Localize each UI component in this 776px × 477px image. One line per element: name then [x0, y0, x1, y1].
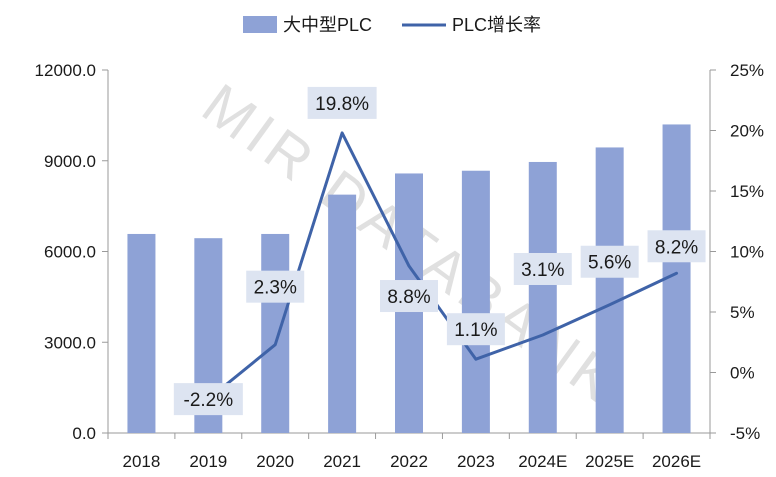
legend-line-label: PLC增长率 [452, 15, 541, 35]
data-label-box [380, 280, 438, 313]
data-label: 19.8% [315, 94, 369, 115]
data-label: 8.8% [387, 287, 430, 308]
data-label: 3.1% [521, 260, 564, 281]
y-right-tick-label: 0% [730, 364, 755, 383]
y-right-tick-label: 10% [730, 243, 764, 262]
x-tick-label: 2020 [256, 452, 294, 471]
y-right-tick-label: 20% [730, 122, 764, 141]
bar-series [127, 124, 691, 434]
y-left-tick-label: 9000.0 [44, 152, 96, 171]
y-left-tick-label: 0.0 [72, 424, 96, 443]
x-tick-label: 2021 [323, 452, 361, 471]
legend-bar-swatch [243, 16, 277, 33]
y-left-tick-label: 3000.0 [44, 333, 96, 352]
data-label-box [173, 383, 243, 416]
legend-bar-label: 大中型PLC [283, 15, 372, 35]
y-right-tick-label: 25% [730, 61, 764, 80]
y-left-tick-label: 6000.0 [44, 243, 96, 262]
bar [261, 233, 290, 433]
data-label: 2.3% [254, 278, 297, 299]
growth-line [206, 131, 679, 401]
x-tick-label: 2024E [518, 452, 567, 471]
x-tick-label: 2019 [189, 452, 227, 471]
data-label: 5.6% [588, 253, 631, 274]
y-right-tick-label: 5% [730, 303, 755, 322]
bar [528, 161, 557, 433]
x-tick-label: 2022 [390, 452, 428, 471]
bar [595, 147, 624, 433]
bar [127, 233, 156, 433]
x-tick-label: 2018 [123, 452, 161, 471]
x-tick-label: 2023 [457, 452, 495, 471]
data-label-box [647, 230, 706, 263]
data-label-box [307, 86, 377, 119]
data-label: -2.2% [184, 390, 234, 411]
bar [461, 170, 490, 434]
data-label: 8.2% [655, 237, 698, 258]
y-right-tick-label: -5% [730, 424, 760, 443]
data-label-box [513, 252, 572, 285]
legend: 大中型PLC PLC增长率 [243, 15, 541, 35]
x-tick-label: 2025E [585, 452, 634, 471]
growth-line-series [206, 131, 679, 401]
y-right-tick-label: 15% [730, 182, 764, 201]
x-tick-label: 2026E [652, 452, 701, 471]
data-label-box [246, 270, 305, 303]
y-left-tick-label: 12000.0 [35, 61, 96, 80]
data-label-box [580, 245, 639, 278]
data-label-box [446, 313, 505, 346]
data-label: 1.1% [454, 320, 497, 341]
data-labels: -2.2% 2.3% 19.8% 8.8% 1.1% 3.1% 5.6% 8.2% [173, 86, 706, 416]
bar [328, 194, 357, 433]
